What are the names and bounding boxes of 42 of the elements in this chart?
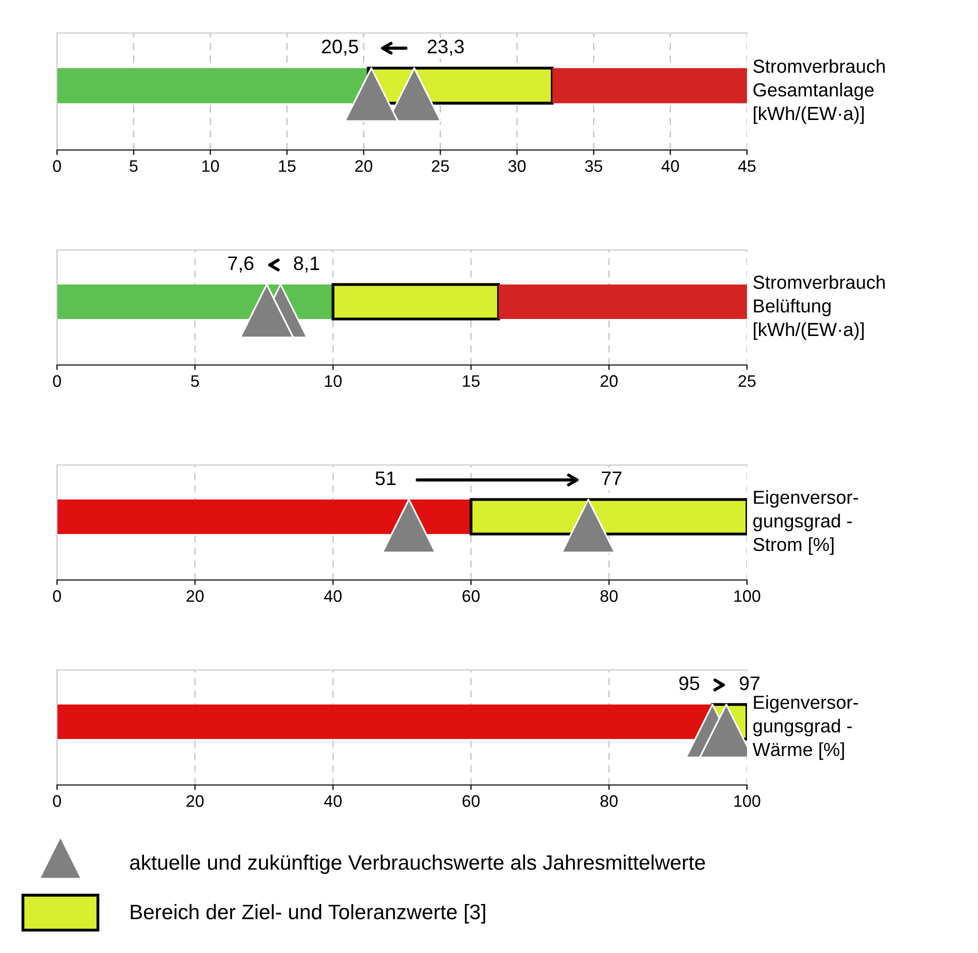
x-tick-label: 60 <box>462 795 480 807</box>
x-tick-label: 20 <box>355 160 372 172</box>
data-label: 97 <box>740 676 760 690</box>
y-axis-title: Stromverbrauch Gesamtanlage [kWh/(EW·a)] <box>753 59 885 124</box>
x-tick-label: 25 <box>738 375 756 387</box>
x-tick-label: 45 <box>738 160 756 172</box>
x-tick-label: 40 <box>324 590 342 602</box>
x-tick-label: 15 <box>279 160 296 172</box>
x-tick-label: 5 <box>130 160 138 172</box>
legend-label: Bereich der Ziel- und Toleranzwerte [3] <box>130 904 486 924</box>
x-tick-label: 10 <box>202 160 219 172</box>
x-tick-label: 0 <box>53 795 61 807</box>
legend-label: aktuelle und zukünftige Verbrauchswerte als Jahresmittelwerte <box>130 854 705 874</box>
x-tick-label: 80 <box>600 795 618 807</box>
x-tick-label: 100 <box>734 590 760 602</box>
x-tick-label: 100 <box>734 795 760 807</box>
data-label: 51 <box>376 472 396 486</box>
x-tick-label: 20 <box>186 795 204 807</box>
x-tick-label: 40 <box>661 160 679 172</box>
x-tick-label: 0 <box>53 590 61 602</box>
x-tick-label: 20 <box>600 375 618 387</box>
data-label: 95 <box>679 676 700 690</box>
y-axis-title: Eigenversor- gungsgrad - Strom [%] <box>753 490 858 555</box>
x-tick-label: 0 <box>53 160 61 172</box>
x-tick-label: 60 <box>462 590 480 602</box>
x-tick-label: 0 <box>53 375 61 387</box>
x-tick-label: 80 <box>600 590 618 602</box>
data-label: 77 <box>602 472 622 485</box>
x-tick-label: 40 <box>324 795 342 807</box>
x-tick-label: 30 <box>508 160 526 172</box>
x-tick-label: 15 <box>463 375 480 387</box>
data-label: 20,5 <box>322 40 358 56</box>
data-label: 7,6 <box>228 256 254 272</box>
x-tick-label: 5 <box>191 375 199 387</box>
data-label: 23,3 <box>428 40 464 56</box>
x-tick-label: 20 <box>186 590 204 602</box>
data-label: 8,1 <box>294 256 320 272</box>
y-axis-title: Eigenversor- gungsgrad - Wärme [%] <box>752 695 858 760</box>
x-tick-label: 10 <box>325 375 342 387</box>
x-tick-label: 25 <box>432 160 449 172</box>
x-tick-label: 35 <box>585 160 602 172</box>
y-axis-title: Stromverbrauch Belüftung [kWh/(EW·a)] <box>753 275 885 340</box>
